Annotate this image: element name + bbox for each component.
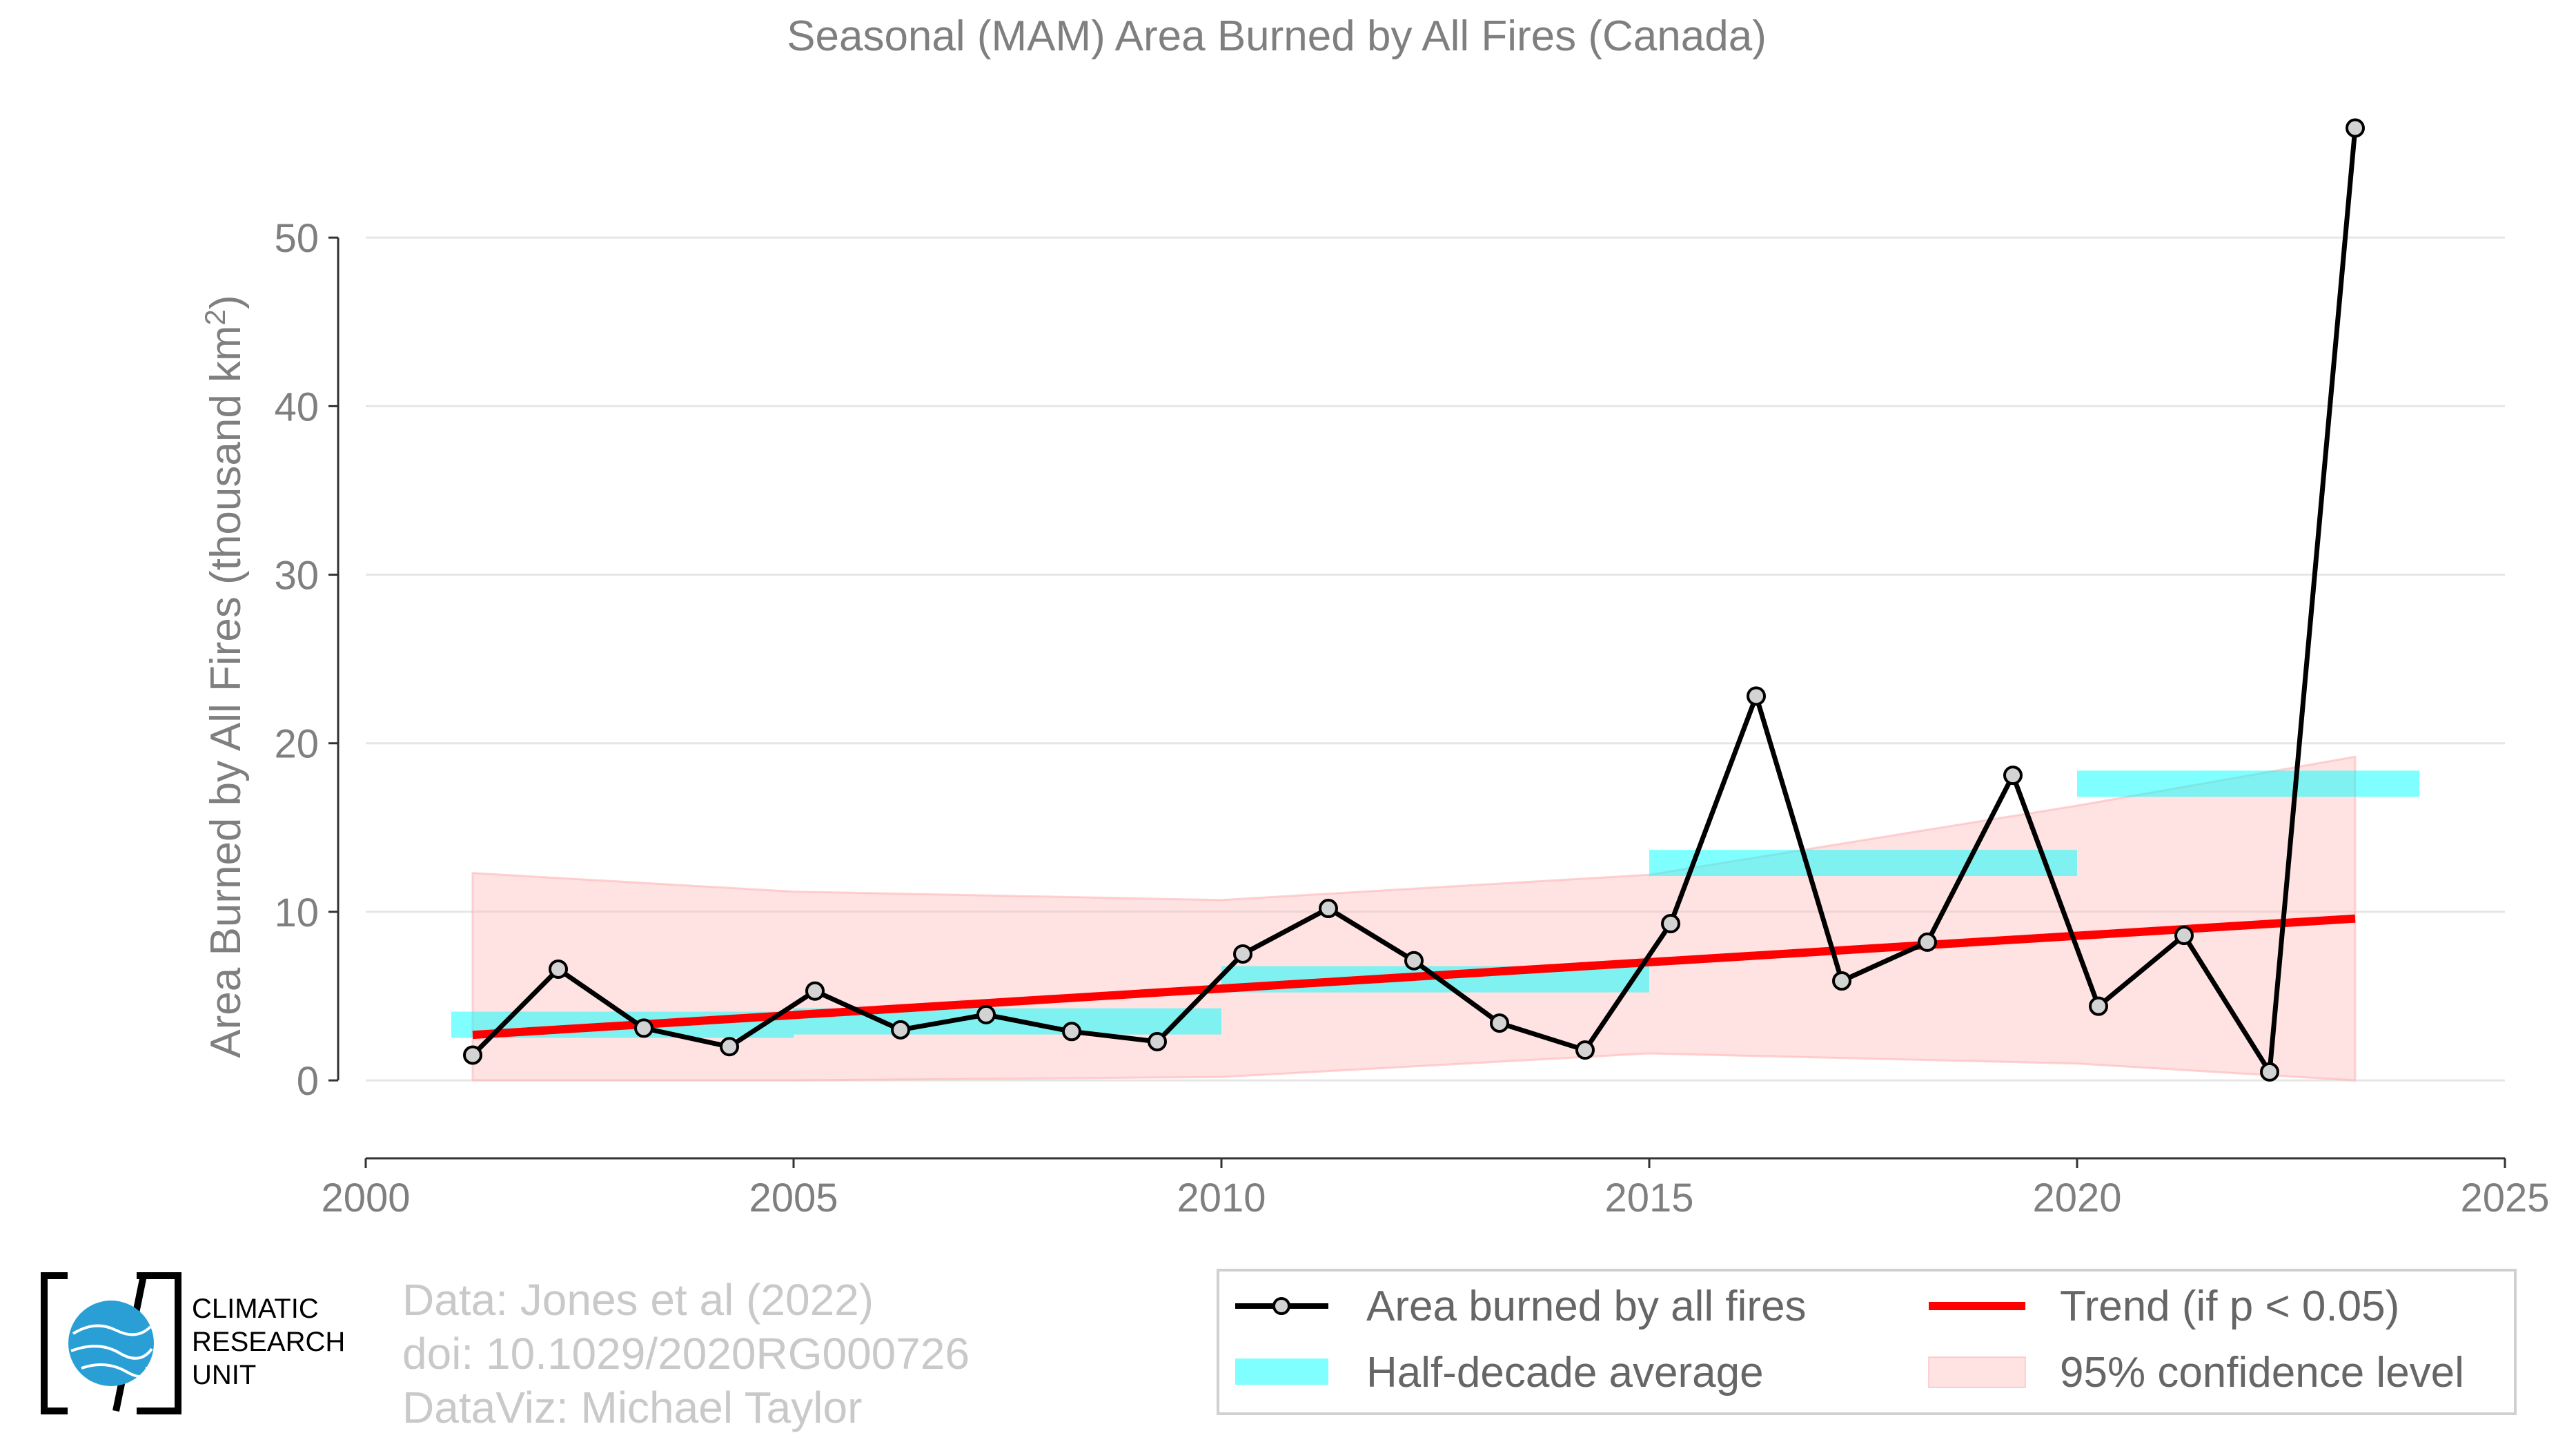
y-tick-label: 10 — [274, 890, 319, 935]
legend-halfdecade-swatch — [1235, 1359, 1328, 1385]
x-tick-label: 2010 — [1177, 1176, 1266, 1220]
data-point — [2089, 996, 2108, 1016]
trend-line — [472, 914, 2356, 1040]
data-point — [1832, 971, 1851, 991]
legend: Area burned by all fires Half-decade ave… — [1217, 1269, 2517, 1415]
legend-halfdecade-label: Half-decade average — [1366, 1349, 1764, 1396]
y-tick-label: 20 — [274, 722, 319, 767]
y-tick-label: 30 — [274, 554, 319, 598]
y-tick-label: 50 — [274, 216, 319, 261]
data-point — [2346, 118, 2365, 138]
logo-line-2: RESEARCH — [192, 1327, 346, 1357]
data-point — [1148, 1031, 1167, 1051]
axes — [328, 236, 2506, 1168]
area-burned-series — [463, 118, 2365, 1082]
y-axis-label: Area Burned by All Fires (thousand km2) — [199, 295, 250, 1058]
legend-series-label: Area burned by all fires — [1366, 1283, 1807, 1330]
half-decade-bar — [2077, 770, 2419, 797]
data-point — [1404, 951, 1424, 971]
data-point — [2260, 1062, 2279, 1082]
x-tick-label: 2025 — [2460, 1176, 2549, 1220]
data-point — [1490, 1013, 1509, 1033]
legend-frame — [1217, 1269, 2517, 1415]
legend-series-marker — [1272, 1297, 1290, 1315]
confidence-band — [471, 755, 2357, 1082]
data-point — [549, 959, 568, 979]
data-point — [1747, 686, 1766, 706]
cru-logo: CLIMATIC RESEARCH UNIT — [40, 1272, 364, 1416]
data-point — [976, 1004, 996, 1024]
data-point — [1575, 1040, 1595, 1060]
x-tick-label: 2015 — [1604, 1176, 1693, 1220]
data-point — [891, 1020, 910, 1040]
x-tick-label: 2005 — [749, 1176, 838, 1220]
data-point — [805, 981, 825, 1001]
data-point — [720, 1037, 739, 1057]
x-tick-labels: 2000 2005 2010 2015 2020 2025 — [321, 1176, 2549, 1220]
data-point — [634, 1018, 653, 1038]
credits-dataviz: DataViz: Michael Taylor — [402, 1383, 863, 1432]
logo-line-3: UNIT — [192, 1360, 257, 1390]
gridlines — [366, 236, 2505, 1082]
y-tick-label: 40 — [274, 384, 319, 429]
data-point — [1661, 914, 1680, 934]
x-tick-label: 2020 — [2032, 1176, 2121, 1220]
data-point — [2174, 926, 2194, 946]
data-point — [1233, 944, 1252, 964]
data-point — [2003, 766, 2023, 786]
legend-ci-label: 95% confidence level — [2060, 1349, 2464, 1396]
data-point — [1319, 899, 1338, 919]
legend-trend-label: Trend (if p < 0.05) — [2060, 1283, 2399, 1330]
data-point — [1062, 1022, 1081, 1042]
globe-icon — [41, 1272, 181, 1414]
credits-doi: doi: 10.1029/2020RG000726 — [402, 1329, 970, 1379]
y-tick-labels: 0 10 20 30 40 50 — [274, 216, 319, 1104]
half-decade-bar — [1649, 850, 2077, 877]
credits-data: Data: Jones et al (2022) — [402, 1275, 874, 1325]
data-point — [463, 1045, 482, 1065]
x-tick-label: 2000 — [321, 1176, 410, 1220]
half-decade-bars — [451, 770, 2419, 1038]
logo-line-1: CLIMATIC — [192, 1294, 319, 1324]
data-point — [1918, 932, 1937, 952]
trend-line-segment — [472, 914, 2356, 1040]
credits: Data: Jones et al (2022) doi: 10.1029/20… — [402, 1273, 970, 1434]
legend-ci-swatch — [1928, 1356, 2026, 1388]
y-tick-label: 0 — [297, 1059, 319, 1104]
chart-title: Seasonal (MAM) Area Burned by All Fires … — [787, 12, 1767, 60]
confidence-band-area — [471, 755, 2357, 1082]
